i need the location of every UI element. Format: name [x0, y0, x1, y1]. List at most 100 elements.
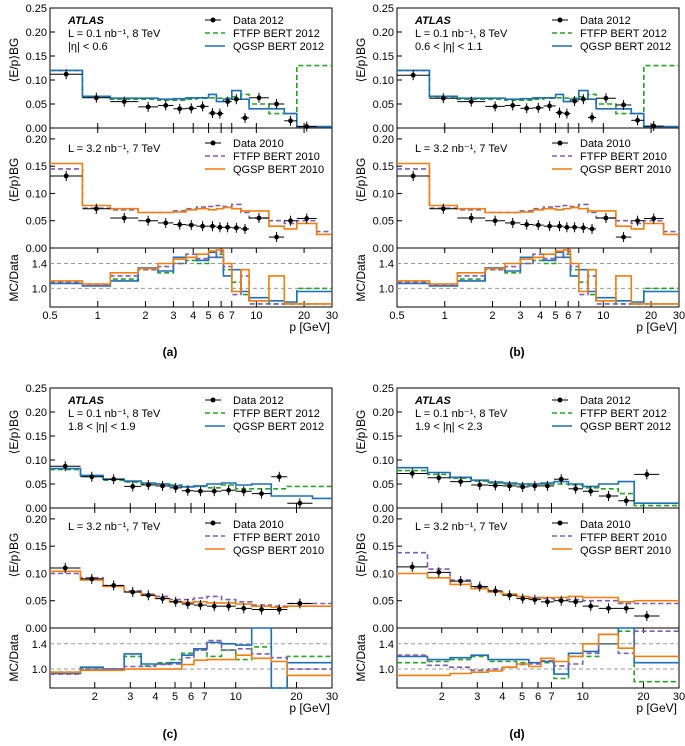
ratio-qgsp-bert-2012 — [50, 627, 332, 689]
y-tick-label: 0.00 — [373, 503, 394, 515]
data-point-2012 — [217, 111, 223, 116]
data-point-2012 — [603, 95, 609, 101]
data-point-2012 — [410, 72, 416, 78]
ratio-tick-label: 1.4 — [379, 259, 394, 271]
top-y-axis-label: ⟨E/p⟩BG — [354, 410, 368, 455]
data-point-2010 — [217, 224, 223, 230]
legend-data-2012: Data 2012 — [580, 15, 631, 27]
y-tick-label: 0.20 — [373, 514, 394, 526]
y-tick-label: 0.00 — [373, 243, 394, 255]
data-point-2010 — [535, 222, 541, 228]
data-point-2012 — [160, 483, 165, 489]
x-tick-label: 6 — [188, 691, 194, 703]
data-point-2012 — [510, 103, 516, 108]
top-y-axis-label: ⟨E/p⟩BG — [7, 410, 21, 455]
y-tick-label: 0.10 — [373, 455, 394, 467]
y-tick-label: 0.00 — [26, 503, 47, 515]
data-point-2012 — [256, 95, 262, 101]
data-point-2010 — [507, 592, 512, 598]
data-point-2010 — [276, 607, 282, 612]
y-tick-label: 0.10 — [373, 188, 394, 200]
panel-a: ⟨E/p⟩BG ⟨E/p⟩BG MC/Data ATLAS L = 0.1 nb… — [7, 3, 338, 359]
data-point-2012 — [121, 99, 127, 104]
data-point-2012 — [589, 115, 595, 120]
data-point-2010 — [635, 218, 640, 224]
ratio-y-axis-label: MC/Data — [354, 254, 368, 302]
data-point-2012 — [507, 483, 512, 489]
data-point-2010 — [89, 576, 95, 582]
x-tick-label: 5 — [172, 691, 178, 703]
data-point-2010 — [621, 234, 626, 240]
data-point-2010 — [288, 218, 293, 224]
x-axis-label: p [GeV] — [289, 320, 330, 334]
ratio-tick-label: 1.4 — [32, 259, 47, 271]
lumi-2012-label: L = 0.1 nb⁻¹, 8 TeV — [415, 408, 508, 420]
y-tick-label: 0.15 — [373, 541, 394, 553]
data-point-2010 — [63, 173, 69, 179]
data-point-2010 — [558, 598, 564, 604]
data-point-2012 — [635, 117, 640, 123]
data-point-2012 — [276, 474, 282, 480]
y-tick-label: 0.20 — [373, 407, 394, 419]
y-tick-label: 0.15 — [26, 51, 47, 63]
legend-ftfp-2010: FTFP BERT 2010 — [233, 532, 320, 544]
atlas-label: ATLAS — [67, 15, 105, 27]
y-tick-label: 0.00 — [26, 243, 47, 255]
y-tick-label: 0.15 — [26, 541, 47, 553]
ratio-y-axis-label: MC/Data — [354, 634, 368, 682]
legend-data-2012: Data 2012 — [580, 395, 631, 407]
data-point-2012 — [177, 106, 183, 112]
data-point-2010 — [211, 603, 217, 609]
lumi-2012-label: L = 0.1 nb⁻¹, 8 TeV — [68, 408, 161, 420]
data-point-2012 — [524, 105, 530, 111]
x-tick-label: 2 — [489, 310, 495, 322]
data-point-2012 — [532, 483, 538, 489]
data-point-2010 — [520, 596, 526, 601]
x-tick-label: 5 — [206, 310, 212, 322]
data-point-2012 — [606, 493, 611, 499]
data-point-2012 — [621, 102, 626, 108]
ratio-qgsp-bert-2010 — [397, 633, 679, 677]
legend-ftfp-2010: FTFP BERT 2010 — [580, 151, 667, 163]
data-point-2010 — [163, 220, 169, 226]
data-point-2012 — [188, 105, 194, 111]
ratio-ftfp-bert-2010 — [397, 250, 679, 305]
y-tick-label: 0.10 — [26, 568, 47, 580]
x-tick-label: 4 — [190, 310, 196, 322]
data-point-2010 — [547, 223, 552, 229]
legend-data-2012: Data 2012 — [233, 15, 284, 27]
legend-ftfp-2012: FTFP BERT 2012 — [233, 28, 320, 40]
data-point-2012 — [580, 96, 586, 102]
data-point-2010 — [200, 223, 205, 229]
legend-data-2012: Data 2012 — [233, 395, 284, 407]
data-point-2012 — [492, 104, 498, 109]
x-tick-label: 10 — [597, 310, 609, 322]
data-point-2010 — [623, 605, 629, 611]
data-point-2010 — [580, 225, 586, 231]
y-tick-label: 0.25 — [26, 3, 47, 15]
data-point-2010 — [524, 222, 530, 227]
top-y-axis-label: ⟨E/p⟩BG — [354, 38, 368, 83]
series-qgsp-bert-2010 — [397, 162, 679, 236]
plot-frame — [396, 7, 680, 308]
data-point-2012 — [436, 475, 442, 481]
y-tick-label: 0.20 — [26, 27, 47, 39]
legend-data-2010: Data 2010 — [580, 138, 631, 150]
data-point-2010 — [259, 607, 264, 612]
eta-range-label: 1.8 < |η| < 1.9 — [68, 421, 136, 433]
y-tick-label: 0.20 — [26, 407, 47, 419]
x-tick-label: 6 — [565, 310, 571, 322]
y-tick-label: 0.15 — [373, 161, 394, 173]
y-tick-label: 0.05 — [373, 99, 394, 111]
top-y-axis-label: ⟨E/p⟩BG — [7, 38, 21, 83]
data-point-2012 — [520, 484, 526, 490]
data-point-2012 — [130, 484, 136, 489]
legend-qgsp-2010: QGSP BERT 2010 — [580, 164, 671, 176]
data-point-2012 — [225, 99, 230, 104]
x-tick-label: 7 — [548, 691, 554, 703]
data-point-2012 — [440, 95, 446, 101]
x-tick-label: 4 — [537, 310, 543, 322]
ratio-ftfp-bert-2010 — [397, 630, 679, 672]
data-point-2010 — [111, 583, 117, 588]
